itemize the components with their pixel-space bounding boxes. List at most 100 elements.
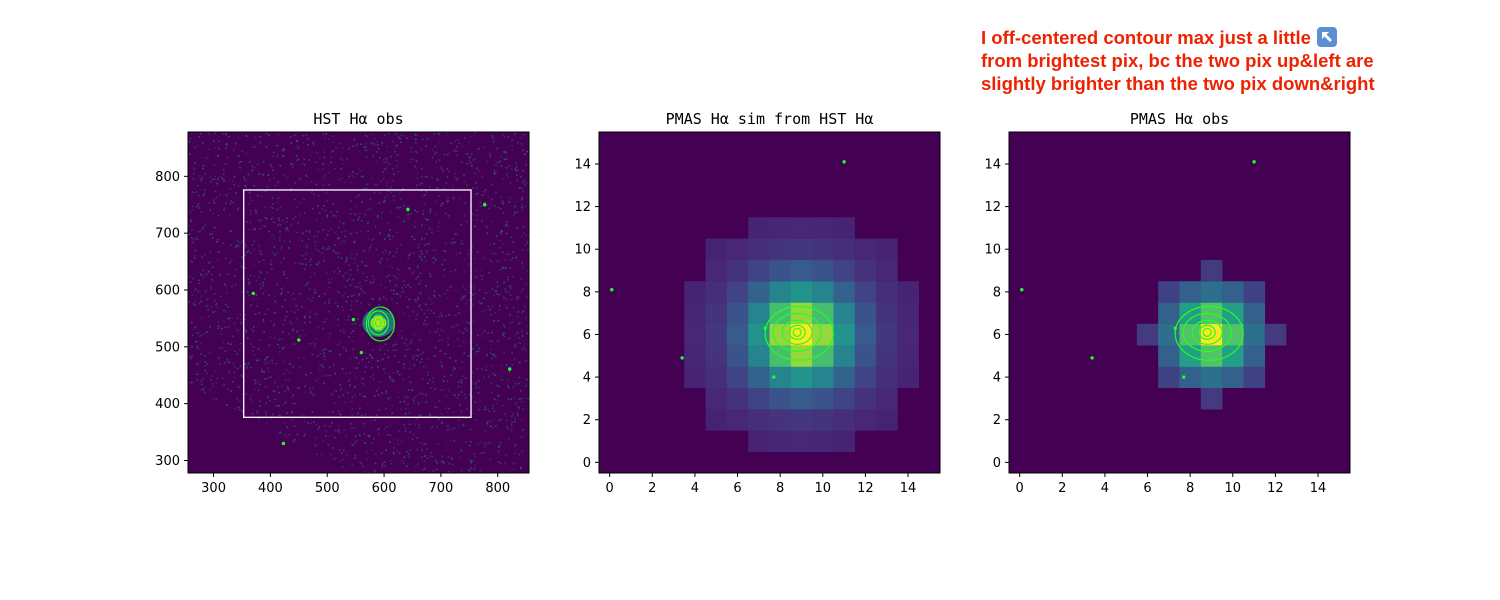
noise-speck bbox=[360, 143, 362, 146]
noise-speck bbox=[326, 272, 328, 275]
noise-speck bbox=[229, 214, 231, 216]
noise-speck bbox=[428, 297, 430, 299]
noise-speck bbox=[418, 414, 421, 416]
noise-speck bbox=[472, 321, 475, 323]
noise-speck bbox=[455, 146, 458, 148]
y-tick-label: 800 bbox=[155, 170, 180, 185]
noise-speck bbox=[287, 291, 290, 294]
annotation-line-1: I off-centered contour max just a little bbox=[981, 26, 1375, 49]
noise-speck bbox=[189, 211, 192, 213]
noise-speck bbox=[383, 134, 386, 136]
pixel bbox=[726, 238, 749, 261]
noise-speck bbox=[416, 266, 419, 268]
noise-speck bbox=[359, 407, 361, 410]
noise-speck bbox=[251, 244, 254, 246]
noise-speck bbox=[487, 207, 490, 210]
noise-speck bbox=[416, 313, 418, 316]
noise-speck bbox=[504, 462, 507, 465]
noise-speck bbox=[241, 189, 244, 191]
noise-speck bbox=[440, 329, 442, 331]
noise-speck bbox=[386, 161, 388, 163]
noise-speck bbox=[237, 245, 240, 247]
noise-speck bbox=[308, 297, 310, 300]
noise-speck bbox=[437, 230, 439, 232]
noise-speck bbox=[323, 375, 326, 377]
noise-speck bbox=[518, 337, 520, 339]
noise-speck bbox=[477, 148, 480, 150]
noise-speck bbox=[490, 382, 492, 384]
noise-speck bbox=[361, 201, 363, 203]
noise-speck bbox=[450, 456, 452, 459]
noise-speck bbox=[230, 390, 232, 393]
noise-speck bbox=[283, 360, 286, 363]
noise-speck bbox=[329, 281, 332, 284]
noise-speck bbox=[200, 295, 202, 297]
noise-speck bbox=[287, 388, 290, 391]
source-core bbox=[370, 315, 387, 330]
noise-speck bbox=[353, 357, 356, 359]
noise-speck bbox=[296, 330, 299, 332]
noise-speck bbox=[438, 221, 440, 224]
noise-speck bbox=[367, 221, 370, 223]
pixel bbox=[748, 366, 770, 389]
noise-speck bbox=[505, 413, 507, 416]
noise-speck bbox=[421, 253, 423, 255]
noise-speck bbox=[230, 244, 232, 246]
noise-speck bbox=[305, 253, 307, 256]
noise-speck bbox=[456, 305, 458, 308]
noise-speck bbox=[478, 301, 480, 304]
noise-speck bbox=[483, 330, 486, 332]
noise-speck bbox=[315, 380, 317, 382]
noise-speck bbox=[525, 317, 528, 319]
y-tick-label: 12 bbox=[574, 200, 591, 215]
noise-speck bbox=[384, 286, 387, 289]
noise-speck bbox=[233, 176, 236, 178]
noise-speck bbox=[387, 274, 390, 277]
noise-speck bbox=[422, 210, 424, 212]
noise-speck bbox=[317, 168, 320, 171]
noise-speck bbox=[391, 404, 393, 407]
noise-speck bbox=[356, 265, 359, 268]
noise-speck bbox=[406, 306, 409, 308]
noise-speck bbox=[232, 362, 235, 365]
noise-speck bbox=[493, 243, 495, 245]
noise-speck bbox=[317, 231, 319, 233]
noise-speck bbox=[281, 291, 283, 294]
noise-speck bbox=[391, 412, 394, 415]
noise-speck bbox=[432, 456, 434, 458]
image-area bbox=[1009, 132, 1350, 473]
noise-speck bbox=[355, 232, 358, 234]
x-tick-label: 12 bbox=[1267, 481, 1284, 496]
noise-speck bbox=[286, 369, 288, 371]
noise-speck bbox=[212, 237, 214, 239]
noise-speck bbox=[505, 167, 508, 169]
noise-speck bbox=[511, 149, 514, 152]
noise-speck bbox=[359, 393, 361, 396]
noise-speck bbox=[331, 422, 333, 424]
noise-speck bbox=[217, 178, 219, 180]
noise-speck bbox=[511, 145, 514, 148]
y-tick-label: 4 bbox=[583, 371, 591, 386]
noise-speck bbox=[494, 312, 497, 314]
noise-speck bbox=[398, 373, 401, 376]
noise-speck bbox=[417, 403, 420, 405]
noise-speck bbox=[234, 284, 237, 286]
noise-speck bbox=[431, 176, 433, 179]
noise-speck bbox=[471, 135, 473, 138]
noise-speck bbox=[371, 298, 374, 300]
noise-speck bbox=[499, 208, 502, 210]
noise-speck bbox=[255, 294, 258, 296]
noise-speck bbox=[489, 425, 492, 427]
noise-speck bbox=[493, 252, 496, 255]
noise-speck bbox=[500, 364, 503, 367]
noise-speck bbox=[452, 367, 455, 369]
noise-speck bbox=[360, 220, 363, 222]
noise-speck bbox=[415, 168, 418, 170]
noise-speck bbox=[286, 217, 288, 219]
noise-speck bbox=[506, 419, 508, 421]
noise-speck bbox=[262, 259, 265, 261]
noise-speck bbox=[290, 142, 293, 144]
contour-level bbox=[1182, 312, 1232, 352]
noise-speck bbox=[348, 336, 351, 338]
pixel bbox=[833, 238, 856, 261]
